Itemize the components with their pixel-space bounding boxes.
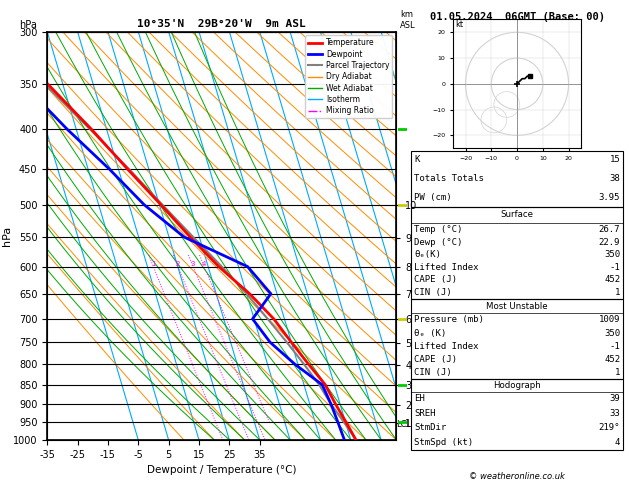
Text: 15: 15	[610, 156, 620, 164]
Text: 2: 2	[175, 260, 180, 267]
Text: Temp (°C): Temp (°C)	[414, 225, 462, 234]
Text: Lifted Index: Lifted Index	[414, 263, 479, 272]
Text: K: K	[414, 156, 420, 164]
Text: CIN (J): CIN (J)	[414, 368, 452, 377]
Text: 3.95: 3.95	[599, 193, 620, 202]
Y-axis label: hPa: hPa	[1, 226, 11, 246]
X-axis label: Dewpoint / Temperature (°C): Dewpoint / Temperature (°C)	[147, 465, 296, 475]
Text: CIN (J): CIN (J)	[414, 288, 452, 297]
Text: Dewp (°C): Dewp (°C)	[414, 238, 462, 246]
Text: θₑ(K): θₑ(K)	[414, 250, 441, 259]
Legend: Temperature, Dewpoint, Parcel Trajectory, Dry Adiabat, Wet Adiabat, Isotherm, Mi: Temperature, Dewpoint, Parcel Trajectory…	[305, 35, 392, 118]
Text: Lifted Index: Lifted Index	[414, 342, 479, 351]
Text: 22.9: 22.9	[599, 238, 620, 246]
Text: -1: -1	[610, 263, 620, 272]
Text: Hodograph: Hodograph	[493, 381, 541, 390]
Text: CAPE (J): CAPE (J)	[414, 276, 457, 284]
Text: 33: 33	[610, 409, 620, 418]
Text: 01.05.2024  06GMT (Base: 00): 01.05.2024 06GMT (Base: 00)	[430, 12, 604, 22]
Text: 1009: 1009	[599, 315, 620, 324]
Text: Surface: Surface	[501, 210, 533, 219]
Text: 1: 1	[615, 288, 620, 297]
Text: 4: 4	[202, 260, 206, 267]
Text: 350: 350	[604, 329, 620, 338]
Text: hPa: hPa	[19, 19, 37, 30]
Text: 3: 3	[191, 260, 196, 267]
Text: LCL: LCL	[396, 420, 411, 429]
Text: 38: 38	[610, 174, 620, 183]
Text: CAPE (J): CAPE (J)	[414, 355, 457, 364]
Text: 452: 452	[604, 276, 620, 284]
Text: 39: 39	[610, 395, 620, 403]
Text: 1: 1	[151, 260, 155, 267]
Text: θₑ (K): θₑ (K)	[414, 329, 446, 338]
Text: Most Unstable: Most Unstable	[486, 302, 548, 311]
Text: Totals Totals: Totals Totals	[414, 174, 484, 183]
Text: kt: kt	[455, 20, 464, 29]
Text: -1: -1	[610, 342, 620, 351]
Text: 26.7: 26.7	[599, 225, 620, 234]
Text: PW (cm): PW (cm)	[414, 193, 452, 202]
Title: 10°35'N  29B°20'W  9m ASL: 10°35'N 29B°20'W 9m ASL	[137, 19, 306, 30]
Text: 350: 350	[604, 250, 620, 259]
Text: Pressure (mb): Pressure (mb)	[414, 315, 484, 324]
Text: StmSpd (kt): StmSpd (kt)	[414, 438, 473, 447]
Text: 219°: 219°	[599, 423, 620, 433]
Text: © weatheronline.co.uk: © weatheronline.co.uk	[469, 472, 565, 481]
Text: SREH: SREH	[414, 409, 435, 418]
Text: StmDir: StmDir	[414, 423, 446, 433]
Text: km
ASL: km ASL	[400, 10, 415, 30]
Text: 452: 452	[604, 355, 620, 364]
Text: 1: 1	[615, 368, 620, 377]
Text: 4: 4	[615, 438, 620, 447]
Text: EH: EH	[414, 395, 425, 403]
